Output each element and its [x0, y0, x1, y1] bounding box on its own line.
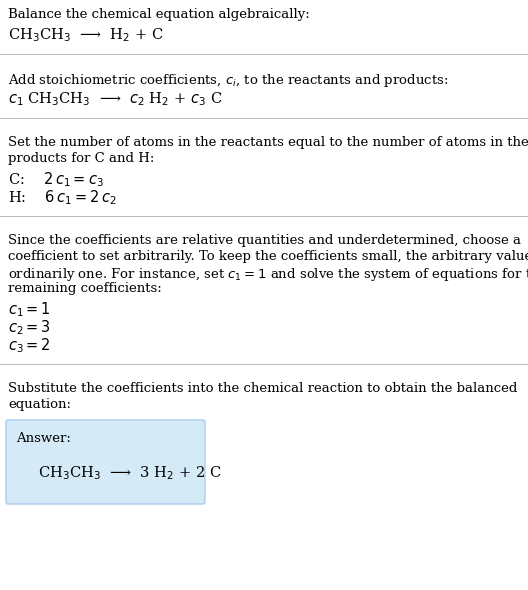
Text: $c_3 = 2$: $c_3 = 2$ [8, 336, 51, 355]
Text: Substitute the coefficients into the chemical reaction to obtain the balanced: Substitute the coefficients into the che… [8, 382, 517, 395]
FancyBboxPatch shape [6, 420, 205, 504]
Text: CH$_3$CH$_3$  ⟶  3 H$_2$ + 2 C: CH$_3$CH$_3$ ⟶ 3 H$_2$ + 2 C [38, 464, 221, 481]
Text: Set the number of atoms in the reactants equal to the number of atoms in the: Set the number of atoms in the reactants… [8, 136, 528, 149]
Text: CH$_3$CH$_3$  ⟶  H$_2$ + C: CH$_3$CH$_3$ ⟶ H$_2$ + C [8, 26, 164, 44]
Text: Answer:: Answer: [16, 432, 71, 445]
Text: products for C and H:: products for C and H: [8, 152, 154, 165]
Text: Since the coefficients are relative quantities and underdetermined, choose a: Since the coefficients are relative quan… [8, 234, 521, 247]
Text: H:  $6\,c_1 = 2\,c_2$: H: $6\,c_1 = 2\,c_2$ [8, 188, 117, 206]
Text: $c_2 = 3$: $c_2 = 3$ [8, 318, 51, 337]
Text: Balance the chemical equation algebraically:: Balance the chemical equation algebraica… [8, 8, 310, 21]
Text: equation:: equation: [8, 398, 71, 411]
Text: $c_1$ CH$_3$CH$_3$  ⟶  $c_2$ H$_2$ + $c_3$ C: $c_1$ CH$_3$CH$_3$ ⟶ $c_2$ H$_2$ + $c_3$… [8, 90, 222, 108]
Text: Add stoichiometric coefficients, $c_i$, to the reactants and products:: Add stoichiometric coefficients, $c_i$, … [8, 72, 448, 89]
Text: coefficient to set arbitrarily. To keep the coefficients small, the arbitrary va: coefficient to set arbitrarily. To keep … [8, 250, 528, 263]
Text: $c_1 = 1$: $c_1 = 1$ [8, 300, 51, 319]
Text: ordinarily one. For instance, set $c_1 = 1$ and solve the system of equations fo: ordinarily one. For instance, set $c_1 =… [8, 266, 528, 283]
Text: remaining coefficients:: remaining coefficients: [8, 282, 162, 295]
Text: C:  $2\,c_1 = c_3$: C: $2\,c_1 = c_3$ [8, 170, 103, 189]
